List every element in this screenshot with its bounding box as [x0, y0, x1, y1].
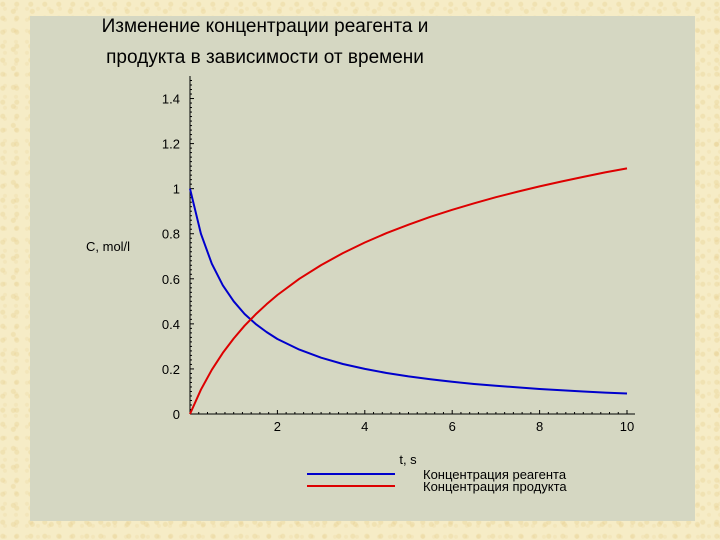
chart-panel: Изменение концентрации реагента и продук…: [30, 16, 695, 521]
y-tick-label: 0.6: [162, 272, 180, 287]
y-tick-label: 0.4: [162, 317, 180, 332]
y-tick-label: 1.4: [162, 92, 180, 107]
chart-title-line-2: продукта в зависимости от времени: [106, 47, 424, 68]
y-axis-label: C, mol/l: [86, 239, 130, 254]
y-tick-label: 1: [173, 182, 180, 197]
x-axis-label: t, s: [399, 452, 417, 467]
chart-title: Изменение концентрации реагента и продук…: [102, 16, 429, 68]
ticks: 2 4 6 8 10 0 0.2 0.4 0.6 0.8 1 1.2 1.4: [162, 80, 634, 434]
legend-label-2: Концентрация продукта: [423, 479, 567, 494]
y-tick-label: 0.8: [162, 227, 180, 242]
y-tick-label: 0: [173, 407, 180, 422]
legend-label-1: Концентрация реагента: [423, 467, 567, 482]
y-tick-label: 1.2: [162, 137, 180, 152]
series-line-1: [189, 188, 628, 395]
chart-title-line-1: Изменение концентрации реагента и: [102, 16, 429, 37]
x-tick-label: 10: [620, 419, 634, 434]
series-line-2: [189, 167, 628, 415]
x-tick-label: 6: [449, 419, 456, 434]
x-tick-label: 2: [274, 419, 281, 434]
line-chart: Изменение концентрации реагента и продук…: [86, 16, 635, 494]
y-tick-label: 0.2: [162, 362, 180, 377]
series-lines: [189, 167, 628, 415]
x-tick-label: 8: [536, 419, 543, 434]
x-tick-label: 4: [361, 419, 368, 434]
axes: [189, 76, 635, 415]
